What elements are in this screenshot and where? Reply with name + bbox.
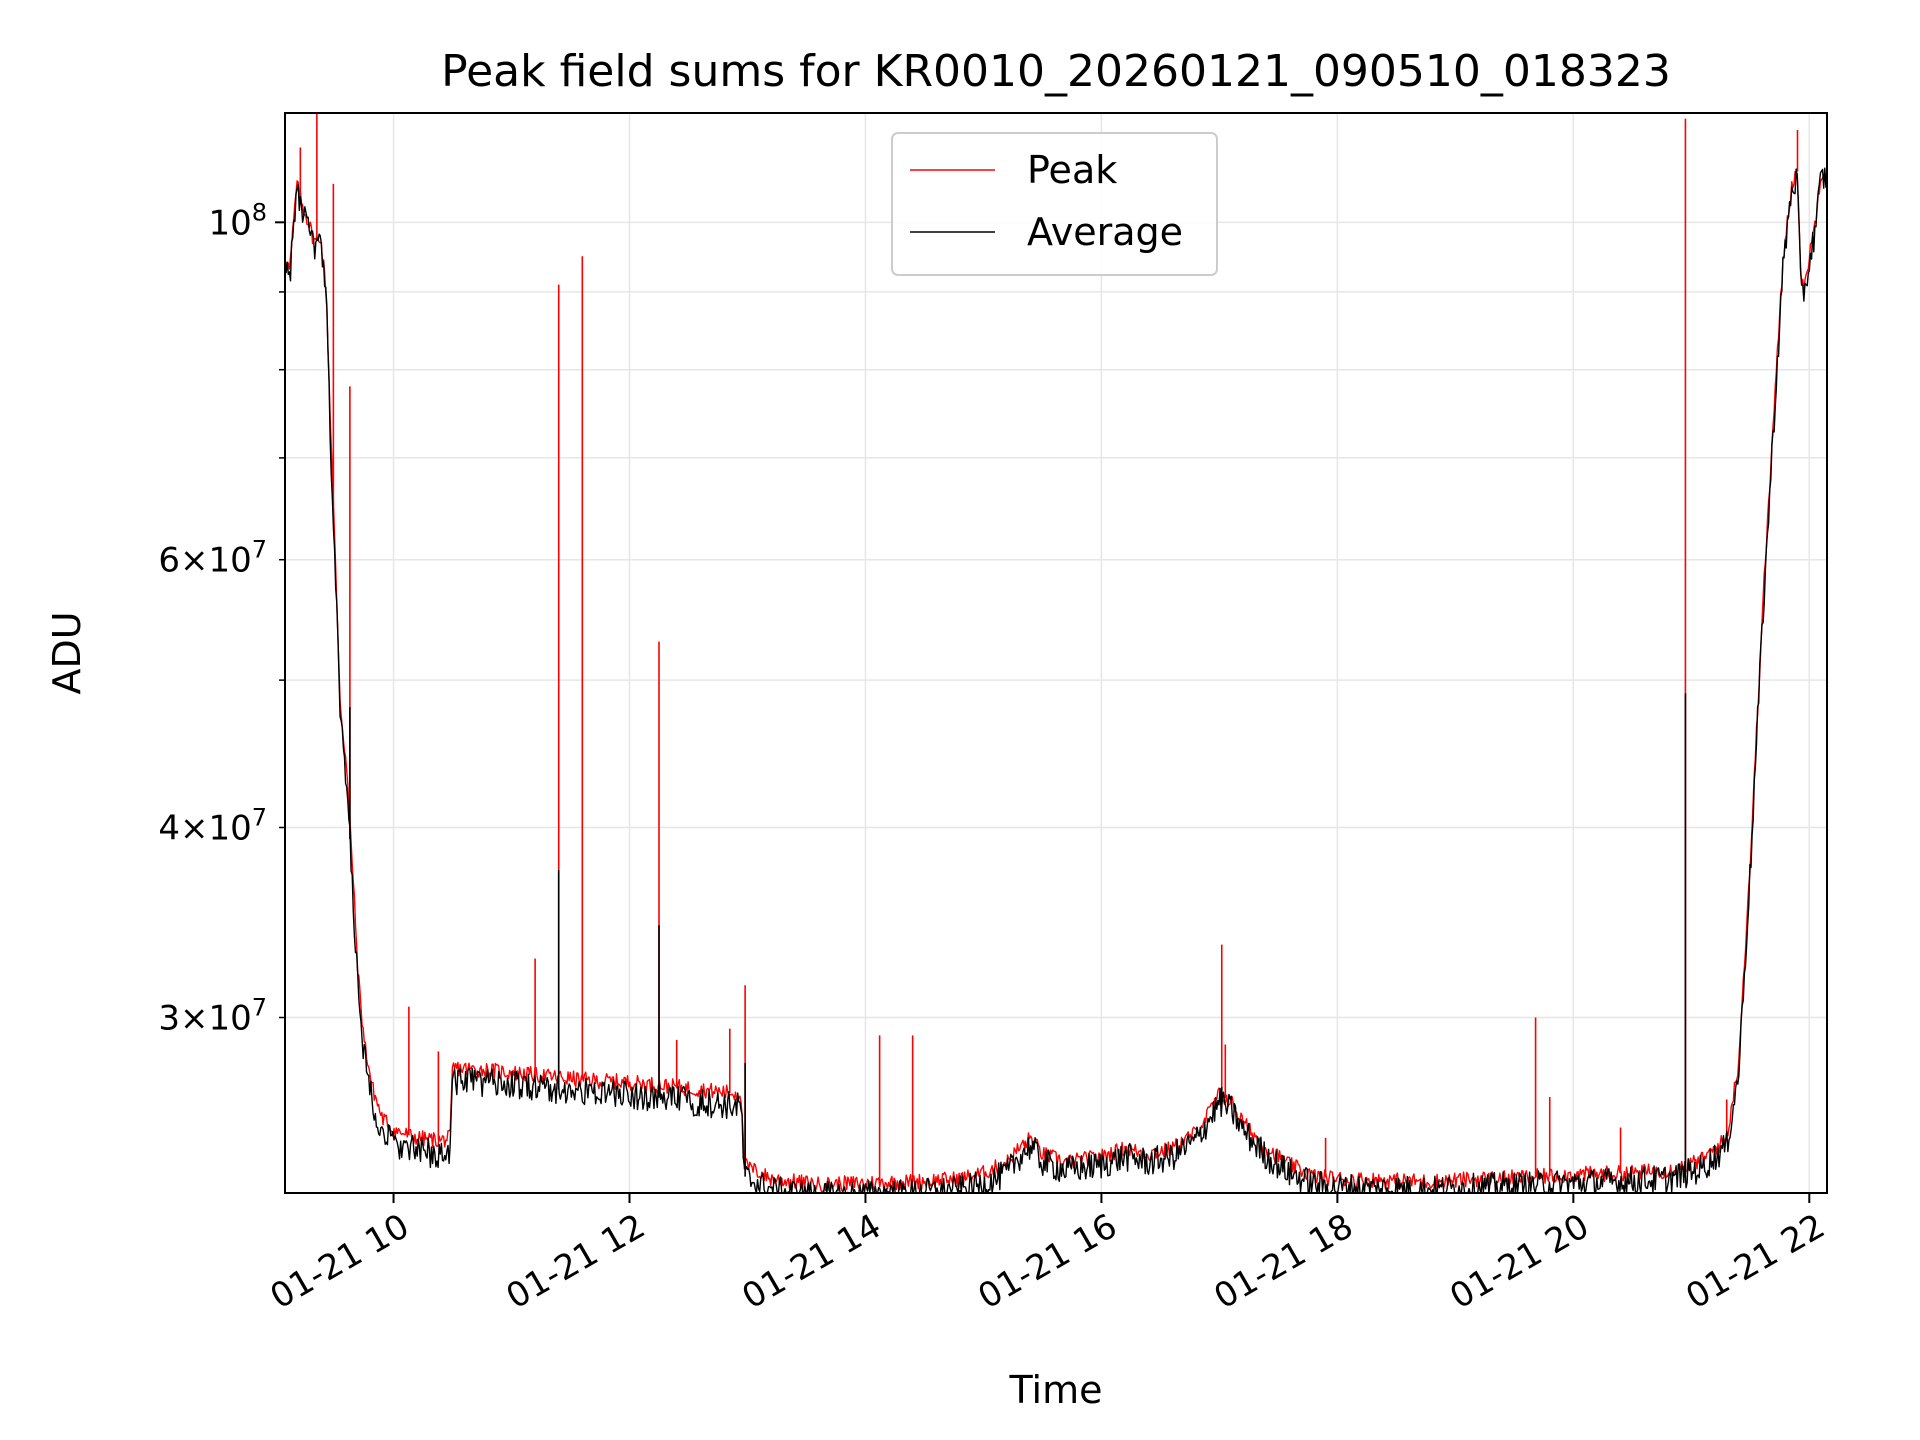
data-series <box>284 113 1828 1194</box>
y-axis-label: ADU <box>45 611 89 694</box>
series-line-peak <box>284 170 1828 1193</box>
legend: Peak Average <box>891 132 1218 276</box>
legend-label-average: Average <box>1027 210 1183 254</box>
series-line-average <box>284 167 1828 1194</box>
plot-frame <box>284 112 1828 1194</box>
grid-lines <box>285 113 1827 1193</box>
y-tick-label: 4×107 <box>158 804 267 849</box>
x-tick-label: 01-21 20 <box>1443 1206 1595 1317</box>
legend-box <box>891 132 1218 276</box>
axes: 01-21 10 01-21 12 01-21 14 01-21 16 01-21 18… <box>158 198 1831 1317</box>
x-tick-label: 01-21 18 <box>1207 1206 1359 1317</box>
legend-label-peak: Peak <box>1027 148 1117 192</box>
chart-title: Peak field sums for KR0010_20260121_0905… <box>441 46 1671 97</box>
x-tick-label: 01-21 12 <box>500 1206 652 1317</box>
x-axis-label: Time <box>1009 1368 1103 1412</box>
x-tick-label: 01-21 14 <box>736 1206 888 1317</box>
y-tick-label: 108 <box>208 198 267 243</box>
x-tick-label: 01-21 22 <box>1679 1206 1831 1317</box>
x-tick-label: 01-21 10 <box>264 1206 416 1317</box>
y-tick-label: 6×107 <box>158 536 267 581</box>
y-tick-label: 3×107 <box>158 994 267 1039</box>
x-tick-label: 01-21 16 <box>972 1206 1124 1317</box>
